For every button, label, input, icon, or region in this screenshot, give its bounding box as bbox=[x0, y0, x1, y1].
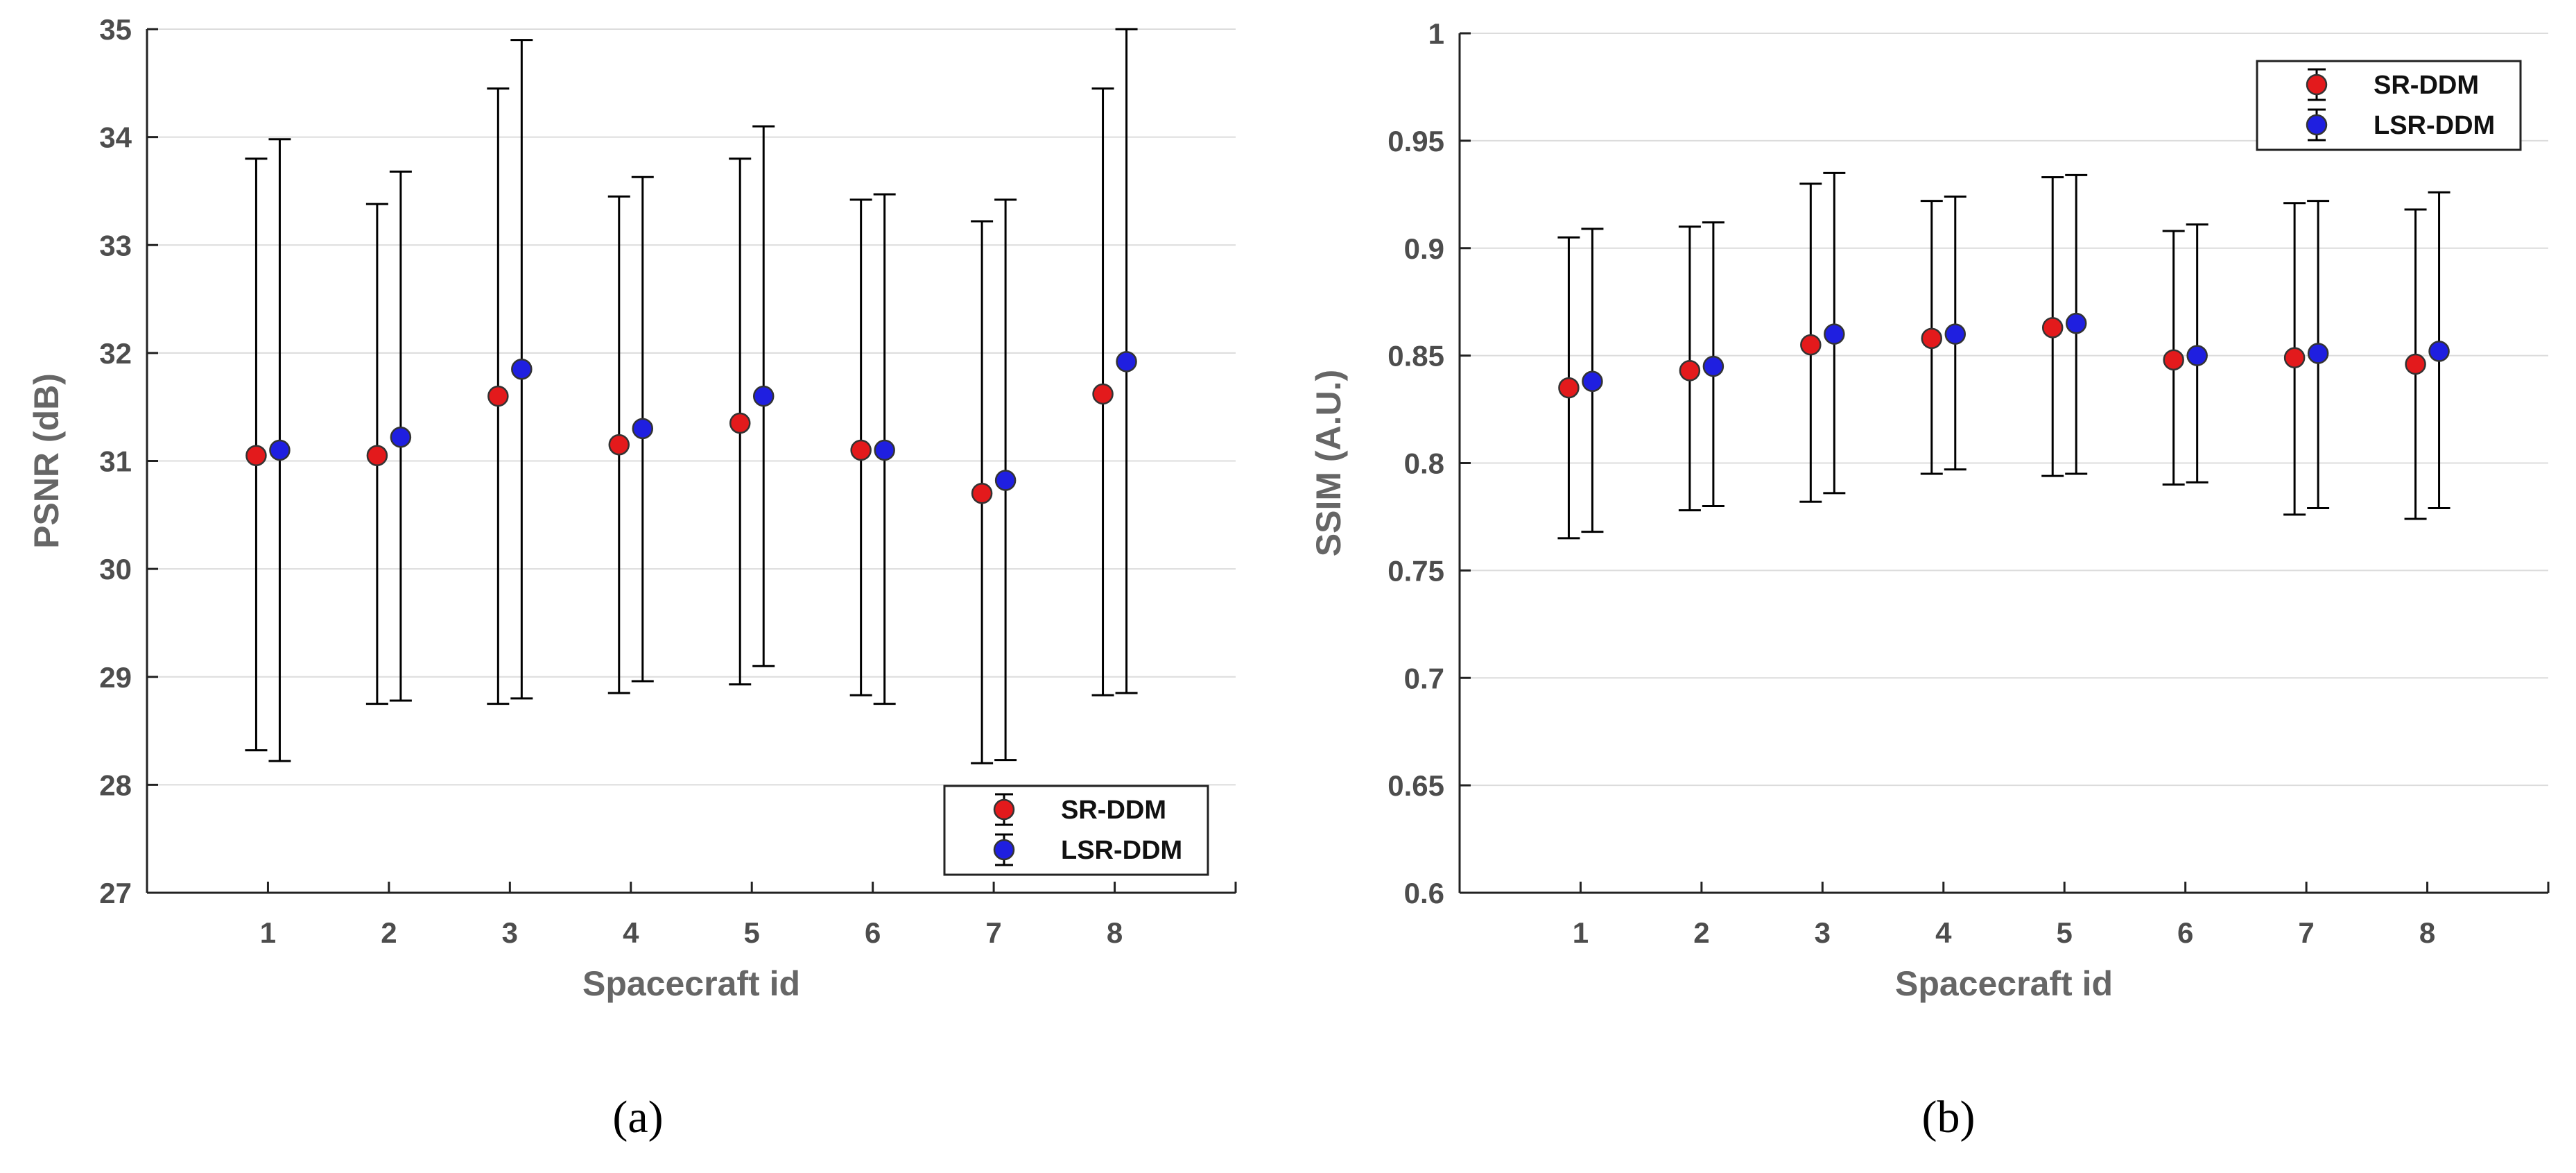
legend-marker bbox=[993, 839, 1015, 861]
series-lsr-ddm bbox=[268, 28, 1138, 762]
data-point bbox=[1679, 360, 1701, 382]
data-point bbox=[971, 482, 993, 504]
y-tick-label: 0.9 bbox=[1404, 232, 1444, 265]
y-tick-label: 31 bbox=[99, 445, 132, 478]
y-tick-label: 1 bbox=[1428, 17, 1444, 50]
x-tick-label: 2 bbox=[381, 916, 397, 949]
x-tick-label: 5 bbox=[744, 916, 760, 949]
y-tick-label: 32 bbox=[99, 337, 132, 370]
data-point bbox=[608, 434, 630, 456]
data-point bbox=[1092, 383, 1114, 405]
legend-label: SR-DDM bbox=[1061, 796, 1166, 825]
legend-marker bbox=[993, 798, 1015, 821]
data-point bbox=[2186, 345, 2208, 366]
legend-item: SR-DDM bbox=[993, 793, 1166, 826]
x-tick-label: 4 bbox=[623, 916, 639, 949]
legend-box bbox=[2256, 60, 2522, 151]
data-point bbox=[487, 385, 509, 407]
data-point bbox=[2065, 312, 2087, 334]
y-tick-label: 0.6 bbox=[1404, 877, 1444, 909]
y-tick-label: 30 bbox=[99, 553, 132, 585]
y-tick-label: 34 bbox=[99, 121, 132, 154]
data-point bbox=[1944, 323, 1966, 345]
x-tick-label: 2 bbox=[1693, 916, 1709, 949]
data-point bbox=[511, 358, 533, 380]
x-tick-label: 5 bbox=[2057, 916, 2073, 949]
data-point bbox=[1702, 355, 1724, 377]
series-lsr-ddm bbox=[1581, 171, 2450, 533]
legend-marker bbox=[2306, 114, 2328, 136]
legend-marker bbox=[2306, 74, 2328, 96]
x-tick-label: 8 bbox=[1107, 916, 1123, 949]
x-axis-label: Spacecraft id bbox=[582, 964, 800, 1003]
data-point bbox=[1558, 377, 1580, 399]
x-tick-label: 1 bbox=[1573, 916, 1589, 949]
data-point bbox=[1921, 327, 1943, 350]
y-tick-label: 35 bbox=[99, 13, 132, 46]
legend: SR-DDM LSR-DDM bbox=[2256, 60, 2522, 151]
data-point bbox=[994, 470, 1017, 491]
data-point bbox=[269, 439, 291, 461]
legend-item: LSR-DDM bbox=[993, 833, 1182, 866]
data-point bbox=[2428, 341, 2450, 362]
y-tick-label: 29 bbox=[99, 661, 132, 694]
legend-label: LSR-DDM bbox=[2374, 111, 2495, 140]
y-tick-label: 0.75 bbox=[1388, 554, 1444, 587]
x-tick-label: 6 bbox=[2177, 916, 2193, 949]
x-tick-label: 8 bbox=[2419, 916, 2435, 949]
y-tick-label: 0.7 bbox=[1404, 662, 1444, 694]
y-tick-label: 0.85 bbox=[1388, 340, 1444, 373]
data-point bbox=[850, 439, 872, 461]
data-point bbox=[2163, 349, 2184, 371]
series-sr-ddm bbox=[245, 87, 1114, 764]
data-point bbox=[2405, 353, 2426, 375]
x-tick-label: 3 bbox=[1815, 916, 1831, 949]
panel-b: 0.6 0.65 0.7 0.75 0.8 0.85 0.9 0.95 1 1 2 3 4 5 6 7 8 Spa… bbox=[1309, 17, 2550, 1142]
data-point bbox=[632, 418, 654, 440]
series-sr-ddm bbox=[1557, 176, 2427, 540]
data-point bbox=[1824, 323, 1845, 345]
legend: SR-DDM LSR-DDM bbox=[943, 785, 1209, 876]
x-axis-label: Spacecraft id bbox=[1895, 964, 2113, 1003]
legend-label: SR-DDM bbox=[2374, 71, 2479, 100]
x-tick-label: 7 bbox=[985, 916, 1001, 949]
x-tick-label: 6 bbox=[865, 916, 881, 949]
y-axis-label: PSNR (dB) bbox=[27, 373, 66, 549]
data-point bbox=[729, 412, 751, 434]
x-tick-label: 1 bbox=[260, 916, 276, 949]
data-point bbox=[874, 439, 895, 461]
data-point bbox=[1800, 334, 1822, 356]
y-tick-label: 0.65 bbox=[1388, 769, 1444, 802]
data-point bbox=[245, 445, 267, 466]
panel-caption: (b) bbox=[1922, 1092, 1976, 1142]
data-point bbox=[752, 385, 775, 407]
y-tick-label: 28 bbox=[99, 769, 132, 801]
legend-item: SR-DDM bbox=[2306, 68, 2479, 101]
x-tick-label: 4 bbox=[1935, 916, 1952, 949]
y-tick-label: 27 bbox=[99, 877, 132, 909]
x-tick-label: 7 bbox=[2298, 916, 2314, 949]
data-point bbox=[1116, 351, 1137, 373]
data-point bbox=[1582, 370, 1603, 393]
legend-box bbox=[943, 785, 1209, 876]
data-point bbox=[390, 427, 412, 448]
y-tick-label: 33 bbox=[99, 229, 132, 262]
legend-label: LSR-DDM bbox=[1061, 836, 1182, 865]
y-tick-label: 0.8 bbox=[1404, 447, 1444, 480]
data-point bbox=[2283, 347, 2306, 368]
data-point bbox=[2041, 317, 2064, 339]
y-axis-label: SSIM (A.U.) bbox=[1309, 370, 1348, 556]
data-point bbox=[2307, 343, 2329, 364]
panel-caption: (a) bbox=[612, 1092, 663, 1142]
legend-item: LSR-DDM bbox=[2306, 108, 2495, 142]
data-point bbox=[366, 445, 388, 466]
x-tick-label: 3 bbox=[502, 916, 518, 949]
y-tick-label: 0.95 bbox=[1388, 125, 1444, 157]
